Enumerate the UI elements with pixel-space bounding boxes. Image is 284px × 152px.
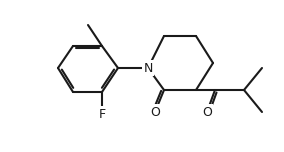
- Text: N: N: [143, 62, 153, 74]
- Text: O: O: [202, 105, 212, 119]
- Text: F: F: [99, 107, 106, 121]
- Text: O: O: [150, 105, 160, 119]
